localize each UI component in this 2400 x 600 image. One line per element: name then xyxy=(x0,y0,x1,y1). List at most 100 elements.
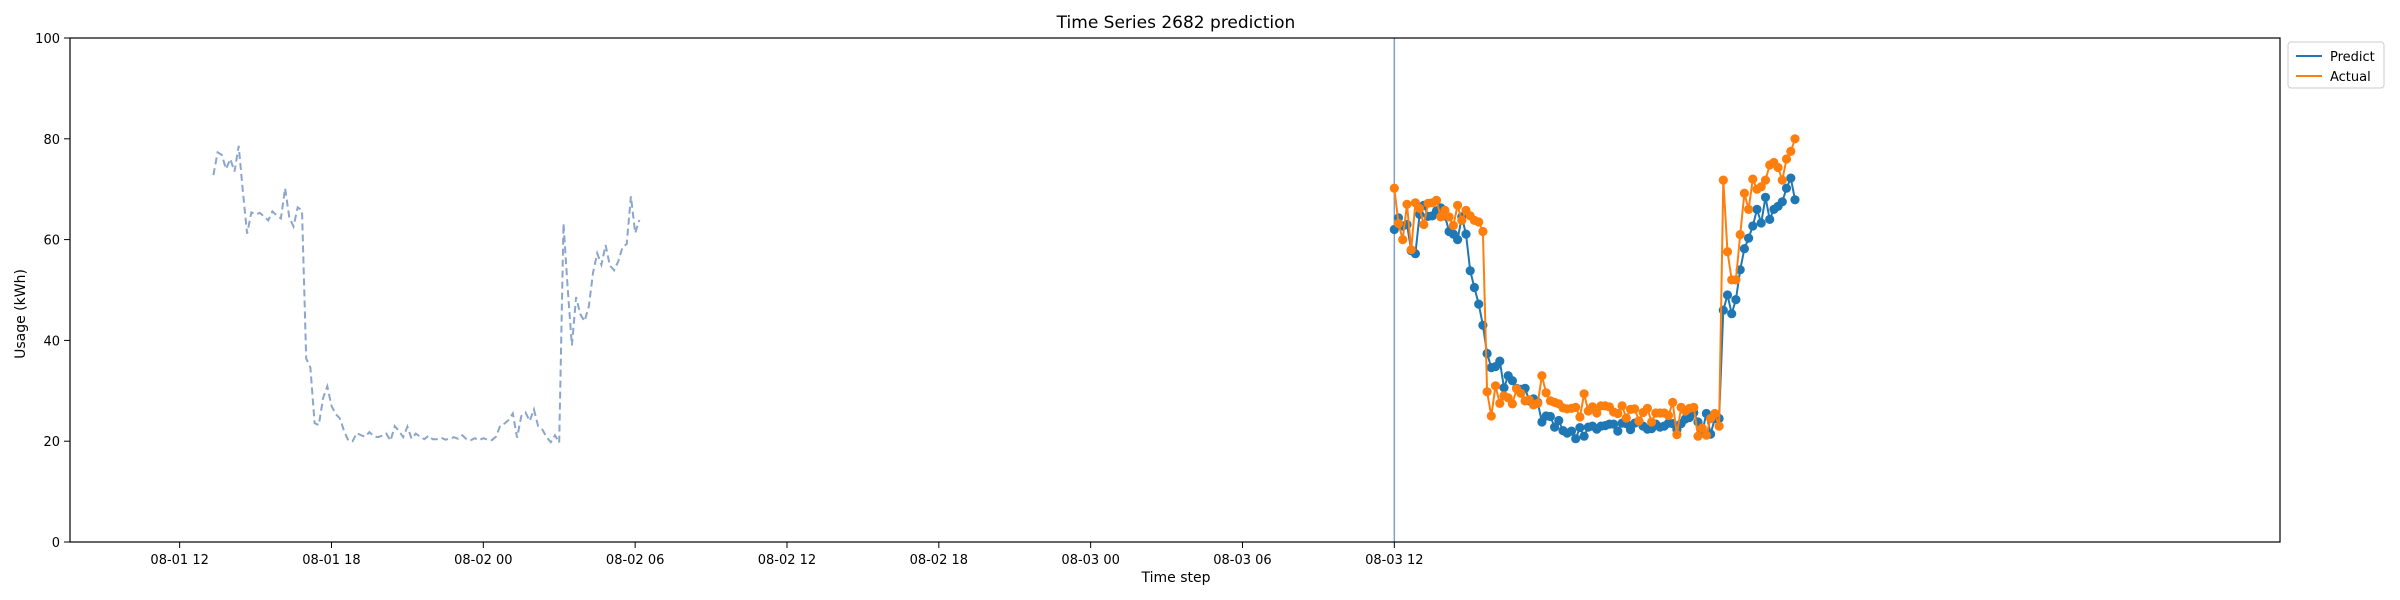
actual-point xyxy=(1448,220,1458,231)
x-tick-label: 08-03 06 xyxy=(1213,553,1271,568)
actual-point xyxy=(1672,430,1682,440)
actual-point xyxy=(1642,403,1652,413)
x-tick-label: 08-01 12 xyxy=(150,553,208,568)
plot-background xyxy=(70,38,2280,542)
actual-point xyxy=(1431,195,1442,205)
actual-point xyxy=(1537,371,1547,381)
actual-point xyxy=(1744,204,1754,214)
predict-point xyxy=(1727,309,1737,319)
predict-point xyxy=(1752,204,1762,214)
predict-point xyxy=(1739,244,1749,254)
predict-point xyxy=(1760,192,1771,202)
predict-point xyxy=(1482,348,1492,359)
x-tick-label: 08-03 12 xyxy=(1365,553,1423,568)
legend: Predict Actual xyxy=(2287,41,2385,89)
actual-point xyxy=(1440,205,1450,215)
actual-point xyxy=(1453,200,1463,210)
predict-point xyxy=(1579,431,1589,441)
y-tick-label: 60 xyxy=(43,234,60,249)
y-tick-label: 40 xyxy=(43,334,60,349)
actual-point xyxy=(1701,430,1711,440)
chart-title: Time Series 2682 prediction xyxy=(1056,13,1296,33)
actual-point xyxy=(1398,235,1408,245)
predict-point xyxy=(1545,411,1555,422)
actual-point xyxy=(1697,423,1707,433)
actual-point xyxy=(1579,389,1589,399)
actual-point xyxy=(1621,413,1631,423)
actual-point xyxy=(1718,175,1728,185)
predict-point xyxy=(1566,426,1577,436)
actual-point xyxy=(1739,188,1749,198)
predict-point xyxy=(1722,290,1733,300)
actual-point xyxy=(1773,162,1783,173)
legend-label-actual: Actual xyxy=(2330,70,2371,85)
predict-point xyxy=(1625,425,1636,435)
predict-point xyxy=(1609,419,1619,429)
predict-point xyxy=(1453,235,1463,245)
x-tick-label: 08-02 12 xyxy=(758,553,816,568)
actual-point xyxy=(1507,399,1517,409)
y-tick-label: 20 xyxy=(43,435,60,450)
actual-point xyxy=(1541,388,1551,398)
actual-point xyxy=(1663,410,1674,421)
legend-label-predict: Predict xyxy=(2330,50,2375,65)
actual-point xyxy=(1756,182,1766,192)
y-axis: 0 20 40 60 80 100 xyxy=(35,32,70,551)
predict-point xyxy=(1790,195,1800,205)
x-axis: 08-01 12 08-01 18 08-02 00 08-02 06 08-02 12… xyxy=(150,542,1424,568)
actual-point xyxy=(1436,212,1446,222)
predict-point xyxy=(1748,221,1758,231)
actual-point xyxy=(1474,217,1484,227)
actual-point xyxy=(1444,212,1454,222)
actual-point xyxy=(1389,183,1399,193)
actual-point xyxy=(1781,154,1792,164)
predict-point xyxy=(1744,233,1754,243)
predict-point xyxy=(1575,423,1585,433)
actual-point xyxy=(1495,398,1505,408)
actual-point xyxy=(1722,247,1733,257)
x-tick-label: 08-02 18 xyxy=(910,553,968,568)
actual-point xyxy=(1731,275,1741,285)
y-tick-label: 80 xyxy=(43,133,60,148)
actual-point xyxy=(1415,203,1425,213)
predict-point xyxy=(1495,356,1505,366)
history-line xyxy=(212,145,641,447)
actual-point xyxy=(1571,402,1581,412)
predict-point xyxy=(1550,422,1560,432)
predict-point xyxy=(1781,183,1792,193)
predict-point xyxy=(1777,197,1787,207)
x-tick-label: 08-01 18 xyxy=(302,553,360,568)
actual-point xyxy=(1613,408,1623,419)
actual-point xyxy=(1748,174,1758,184)
actual-point xyxy=(1689,402,1699,412)
predict-point xyxy=(1765,214,1775,224)
actual-point xyxy=(1393,218,1404,229)
actual-point xyxy=(1617,401,1627,411)
actual-point xyxy=(1760,175,1771,185)
actual-point xyxy=(1486,411,1496,421)
actual-point xyxy=(1668,397,1678,407)
predict-point xyxy=(1461,229,1471,239)
predict-point xyxy=(1786,173,1796,183)
actual-point xyxy=(1634,416,1644,426)
plot-frame xyxy=(69,37,2281,543)
actual-point xyxy=(1457,215,1467,225)
actual-point xyxy=(1516,388,1526,398)
actual-point xyxy=(1786,146,1796,156)
predict-point xyxy=(1507,376,1517,386)
predict-point xyxy=(1499,383,1509,393)
plot-border xyxy=(69,37,2281,543)
actual-point xyxy=(1777,175,1787,185)
actual-point xyxy=(1735,230,1745,240)
actual-point xyxy=(1630,404,1640,414)
series-layer xyxy=(212,134,1800,447)
actual-point xyxy=(1402,199,1412,209)
actual-point xyxy=(1790,134,1800,144)
actual-point xyxy=(1575,412,1585,422)
predict-point xyxy=(1474,299,1484,309)
predict-point xyxy=(1613,426,1623,436)
actual-point xyxy=(1693,431,1703,441)
actual-point xyxy=(1533,398,1543,408)
actual-point xyxy=(1482,387,1492,397)
